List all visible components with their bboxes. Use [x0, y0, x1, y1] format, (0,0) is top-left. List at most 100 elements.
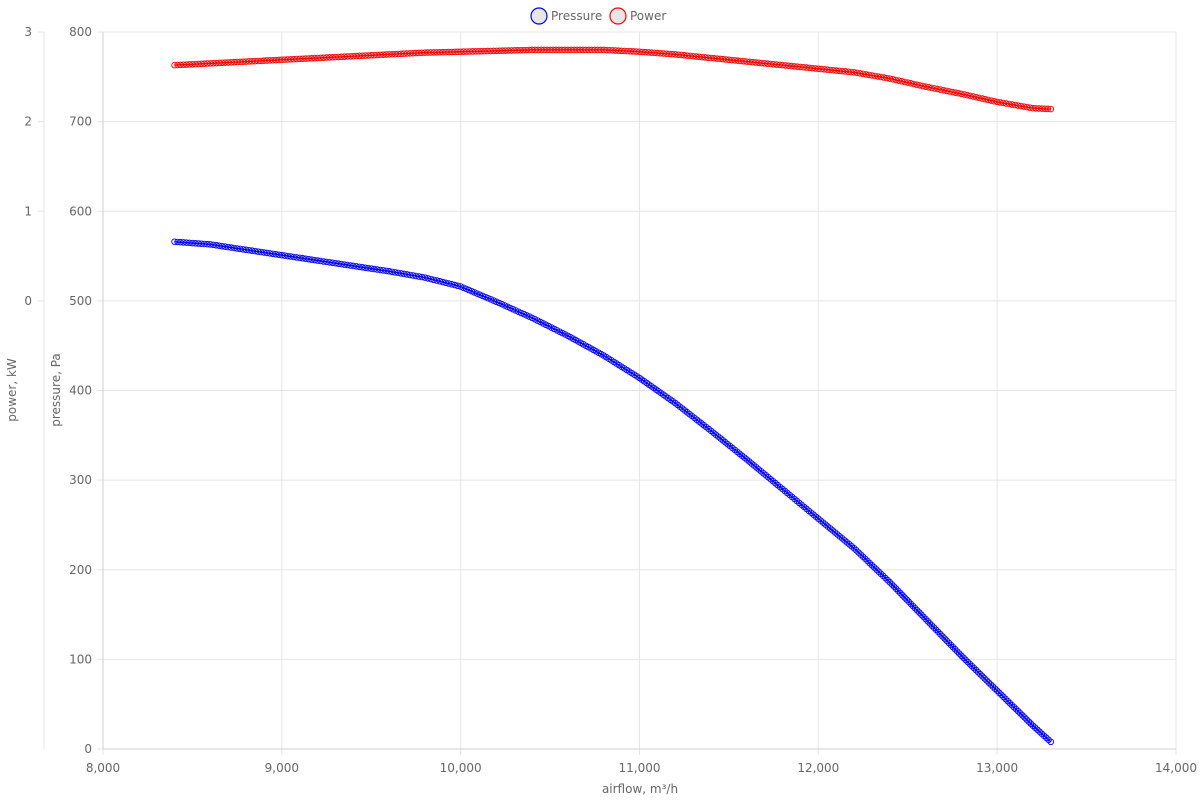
marker-power [1020, 103, 1028, 110]
marker-pressure [436, 278, 444, 285]
marker-pressure [949, 643, 957, 651]
marker-power [946, 88, 953, 95]
marker-pressure [230, 244, 238, 252]
marker-pressure [248, 247, 256, 254]
marker-pressure [215, 242, 223, 250]
marker-pressure [968, 662, 976, 670]
marker-pressure [347, 262, 354, 269]
marker-pressure [937, 630, 944, 638]
marker-pressure [308, 256, 315, 263]
legend-power-marker [609, 7, 627, 25]
marker-pressure [320, 258, 327, 265]
marker-pressure [892, 585, 900, 593]
marker-power [943, 87, 950, 95]
marker-pressure [879, 572, 887, 580]
marker-power [999, 99, 1007, 107]
marker-pressure [916, 609, 923, 616]
series-line-pressure [174, 240, 1052, 743]
marker-pressure [451, 281, 458, 289]
y-axis-title-power: power, kW [5, 358, 19, 422]
marker-pressure [421, 274, 429, 281]
marker-pressure [877, 570, 885, 578]
marker-power [862, 71, 870, 78]
marker-pressure [890, 583, 898, 590]
marker-pressure [287, 253, 295, 260]
legend: Pressure Power [530, 7, 666, 25]
legend-power-label: Power [630, 9, 666, 23]
marker-pressure [956, 650, 963, 657]
marker-pressure [236, 245, 244, 253]
legend-item-power[interactable]: Power [609, 7, 666, 25]
marker-power [990, 97, 998, 105]
marker-pressure [901, 594, 908, 601]
marker-power [970, 93, 977, 100]
marker-pressure [1043, 734, 1050, 742]
pressure-tick-label: 800 [69, 25, 92, 39]
marker-pressure [224, 243, 232, 251]
marker-pressure [424, 275, 432, 282]
marker-pressure [939, 633, 946, 640]
marker-pressure [886, 579, 894, 586]
marker-pressure [862, 555, 869, 563]
marker-pressure [864, 557, 871, 565]
marker-pressure [281, 252, 289, 259]
marker-pressure [430, 276, 438, 284]
marker-pressure [353, 263, 360, 270]
marker-power [886, 75, 894, 82]
marker-pressure [996, 689, 1003, 697]
marker-pressure [1038, 730, 1046, 738]
marker-power [1017, 102, 1025, 110]
marker-pressure [317, 257, 324, 265]
marker-pressure [260, 249, 268, 256]
marker-pressure [368, 265, 375, 272]
marker-pressure [951, 646, 959, 653]
marker-pressure [998, 691, 1005, 699]
power-tick-label: 3 [24, 25, 32, 39]
marker-pressure [454, 282, 461, 290]
marker-power [964, 91, 971, 99]
legend-item-pressure[interactable]: Pressure [530, 7, 602, 25]
marker-power [952, 89, 959, 96]
marker-pressure [296, 254, 303, 262]
marker-power [937, 86, 944, 93]
pressure-tick-label: 100 [69, 652, 92, 666]
marker-power [940, 87, 947, 94]
marker-pressure [1045, 736, 1052, 744]
marker-pressure [397, 270, 405, 277]
marker-pressure [1017, 710, 1024, 717]
marker-pressure [958, 652, 965, 660]
marker-pressure [269, 250, 277, 258]
marker-pressure [1021, 714, 1028, 721]
marker-pressure [926, 620, 934, 627]
marker-pressure [272, 251, 280, 258]
marker-pressure [974, 668, 982, 676]
marker-pressure [1008, 701, 1016, 709]
marker-power [883, 74, 891, 82]
marker-pressure [442, 279, 450, 287]
marker-pressure [1034, 726, 1041, 733]
marker-power [1011, 101, 1019, 109]
marker-pressure [379, 267, 387, 274]
marker-pressure [1029, 722, 1037, 729]
marker-power [859, 70, 867, 78]
marker-pressure [875, 568, 882, 575]
marker-pressure [911, 604, 919, 612]
marker-pressure [1004, 697, 1011, 705]
marker-pressure [233, 245, 241, 252]
marker-pressure [989, 683, 997, 690]
marker-power [856, 70, 864, 77]
marker-pressure [365, 264, 372, 272]
marker-pressure [359, 264, 366, 271]
marker-pressure [213, 242, 220, 249]
marker-power [987, 97, 995, 104]
marker-power [949, 88, 956, 96]
marker-pressure [257, 248, 265, 256]
marker-pressure [897, 589, 904, 597]
pressure-tick-label: 0 [84, 742, 92, 756]
marker-pressure [905, 598, 913, 606]
marker-pressure [909, 602, 917, 610]
marker-power [976, 94, 983, 102]
marker-pressure [870, 564, 878, 571]
marker-pressure [221, 243, 229, 250]
marker-pressure [855, 549, 862, 556]
